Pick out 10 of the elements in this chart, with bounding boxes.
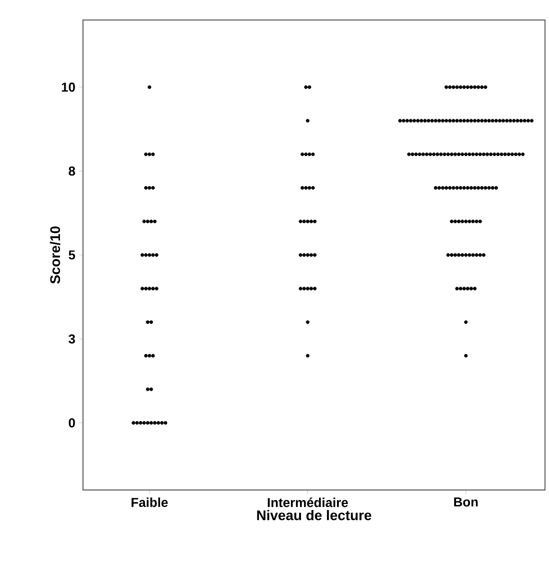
y-tick-label: 8 [68, 166, 76, 176]
y-axis-title: Score/10 [50, 226, 60, 284]
x-tick-label: Bon [454, 498, 478, 507]
y-tick-label: 3 [68, 334, 76, 344]
x-tick-label: Faible [132, 498, 168, 508]
x-tick-label: Intermédiaire [268, 498, 348, 508]
y-tick-label: 10 [62, 82, 75, 92]
x-axis-title: Niveau de lecture [257, 510, 372, 520]
y-tick-label: 0 [68, 418, 75, 428]
y-tick-label: 5 [68, 250, 76, 260]
